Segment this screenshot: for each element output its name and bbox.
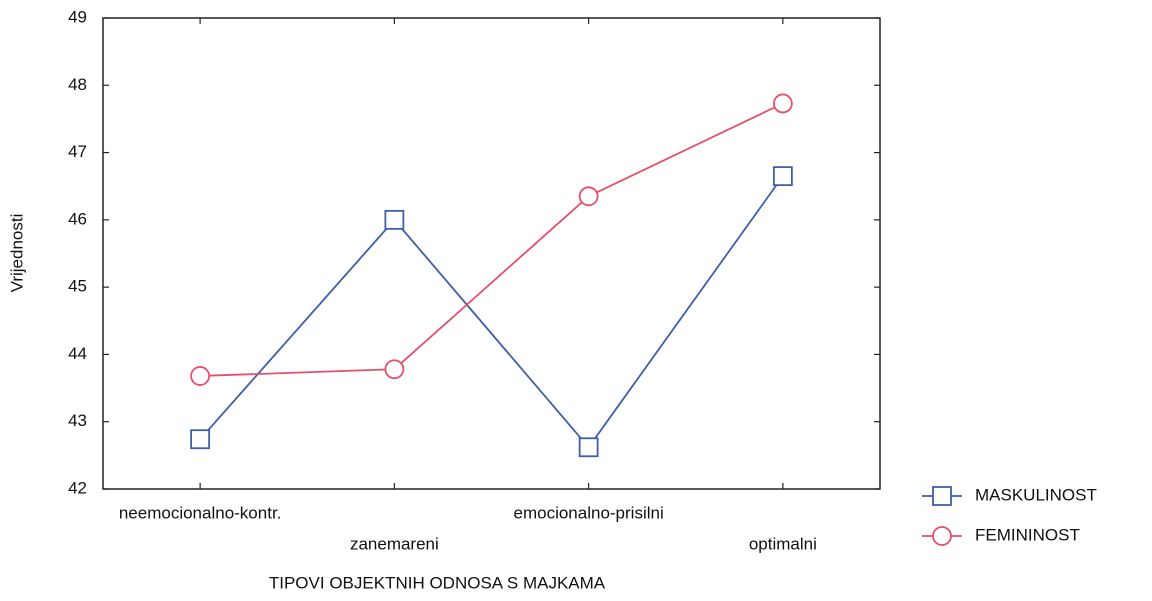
- legend-marker: [932, 486, 952, 506]
- data-point: [772, 166, 793, 187]
- y-axis-label: Vrijednosti: [7, 214, 26, 293]
- y-tick-label: 48: [68, 75, 87, 94]
- x-tick-label: zanemareni: [350, 534, 439, 553]
- legend-marker: [932, 526, 952, 546]
- x-tick-label: optimalni: [749, 534, 817, 553]
- series-line: [200, 102, 784, 377]
- x-tick-label: neemocionalno-kontr.: [119, 503, 282, 522]
- plot-frame: [102, 17, 881, 490]
- series-line: [199, 175, 784, 449]
- data-point: [772, 93, 793, 114]
- data-point: [190, 366, 211, 386]
- data-point: [384, 359, 405, 380]
- data-point: [384, 209, 405, 230]
- x-axis-label: TIPOVI OBJEKTNIH ODNOSA S MAJKAMA: [269, 573, 606, 592]
- legend-label: FEMININOST: [975, 525, 1080, 544]
- y-tick-label: 45: [68, 277, 87, 296]
- data-point: [578, 186, 599, 207]
- y-tick-label: 47: [68, 142, 87, 161]
- y-tick-label: 43: [68, 411, 87, 430]
- y-tick-label: 46: [68, 209, 87, 228]
- data-point: [578, 437, 599, 458]
- y-tick-label: 44: [68, 344, 87, 363]
- x-tick-label: emocionalno-prisilni: [514, 503, 664, 522]
- y-tick-label: 42: [68, 478, 87, 497]
- y-tick-label: 49: [68, 7, 87, 26]
- data-point: [190, 429, 211, 450]
- legend-label: MASKULINOST: [975, 485, 1097, 504]
